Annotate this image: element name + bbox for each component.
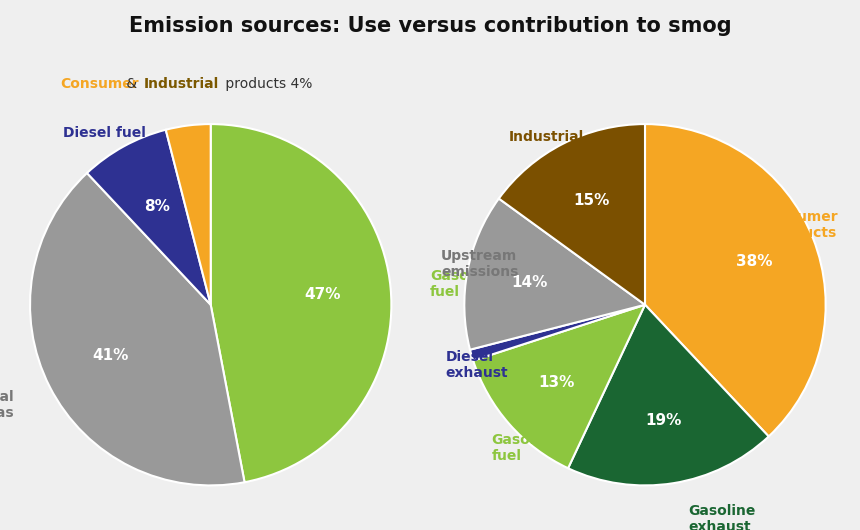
Wedge shape — [473, 305, 645, 468]
Text: Diesel fuel: Diesel fuel — [63, 126, 146, 140]
Wedge shape — [30, 173, 244, 485]
Text: Industrial: Industrial — [144, 77, 218, 91]
Wedge shape — [87, 130, 211, 305]
Text: Gasoline
fuel: Gasoline fuel — [430, 269, 498, 299]
Wedge shape — [464, 199, 645, 350]
Text: &: & — [122, 77, 142, 91]
Text: Industrial: Industrial — [509, 130, 584, 144]
Text: Gasoline
fuel: Gasoline fuel — [491, 433, 559, 463]
Text: Natural
gas: Natural gas — [0, 390, 15, 420]
Text: Diesel
exhaust: Diesel exhaust — [445, 350, 508, 381]
Text: Emission sources: Use versus contribution to smog: Emission sources: Use versus contributio… — [129, 16, 731, 36]
Text: Consumer: Consumer — [60, 77, 138, 91]
Wedge shape — [645, 124, 826, 437]
Wedge shape — [166, 124, 211, 305]
Text: products 4%: products 4% — [221, 77, 312, 91]
Text: 14%: 14% — [512, 275, 548, 290]
Wedge shape — [211, 124, 391, 482]
Wedge shape — [499, 124, 645, 305]
Text: 8%: 8% — [144, 199, 169, 214]
Text: Consumer
products: Consumer products — [759, 210, 838, 240]
Text: Upstream
emissions: Upstream emissions — [441, 249, 519, 279]
Wedge shape — [568, 305, 769, 485]
Text: 47%: 47% — [304, 287, 341, 302]
Text: 19%: 19% — [645, 413, 682, 428]
Wedge shape — [470, 305, 645, 360]
Text: 13%: 13% — [538, 375, 575, 390]
Text: 15%: 15% — [574, 192, 610, 208]
Text: 41%: 41% — [93, 348, 129, 363]
Text: Gasoline
exhaust: Gasoline exhaust — [688, 504, 755, 530]
Text: 38%: 38% — [736, 254, 772, 269]
